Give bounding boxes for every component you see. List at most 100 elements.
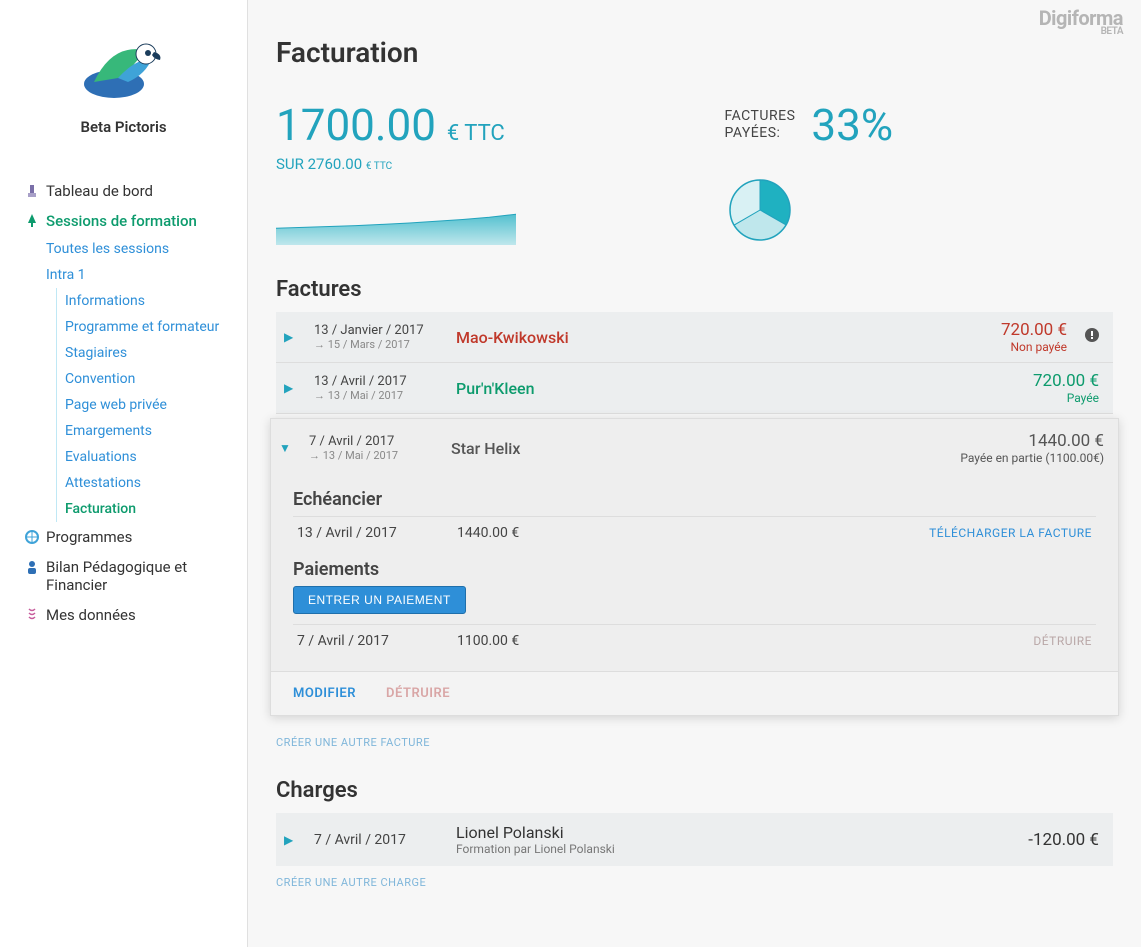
nav-sessions[interactable]: Sessions de formation [0, 206, 247, 236]
download-invoice-link[interactable]: TÉLÉCHARGER LA FACTURE [929, 526, 1092, 540]
invoice-status: Non payée [917, 340, 1067, 354]
charge-amount: -120.00 € [1028, 830, 1099, 850]
app-brand: Digiforma BETA [1039, 6, 1123, 37]
dashboard-icon [18, 183, 46, 199]
invoices-heading: Factures [276, 277, 1113, 302]
nav-private-page[interactable]: Page web privée [65, 392, 247, 418]
create-invoice-link[interactable]: CRÉER UNE AUTRE FACTURE [276, 736, 430, 749]
paiements-heading: Paiements [293, 559, 1096, 580]
nav-intra-sub: Informations Programme et formateur Stag… [56, 288, 247, 522]
charge-subtitle: Formation par Lionel Polanski [456, 842, 1016, 856]
paid-label: FACTURES PAYÉES: [725, 108, 796, 142]
expand-icon[interactable] [284, 330, 302, 344]
modify-invoice-link[interactable]: MODIFIER [293, 686, 356, 701]
logo-block: Beta Pictoris [0, 0, 247, 148]
invoice-date-end: 13 / Mai / 2017 [328, 389, 403, 402]
summary-amount-unit: € TTC [447, 121, 505, 146]
charges-heading: Charges [276, 778, 1113, 803]
nav-attestations[interactable]: Attestations [65, 470, 247, 496]
nav-dashboard[interactable]: Tableau de bord [0, 176, 247, 206]
summary-amount: 1700.00 € TTC [276, 99, 665, 151]
charge-row[interactable]: 7 / Avril / 2017 Lionel Polanski Formati… [276, 813, 1113, 866]
nav-bilan[interactable]: Bilan Pédagogique et Financier [0, 552, 247, 600]
invoice-date-end: 13 / Mai / 2017 [323, 449, 398, 462]
invoice-amount: 720.00 € [917, 320, 1067, 340]
invoice-expanded-footer: MODIFIER DÉTRUIRE [271, 671, 1118, 715]
destroy-invoice-link[interactable]: DÉTRUIRE [386, 686, 450, 701]
nav-programme[interactable]: Programme et formateur [65, 314, 247, 340]
parrot-logo [74, 24, 174, 104]
nav-sessions-label: Sessions de formation [46, 212, 197, 230]
schedule-date: 13 / Avril / 2017 [297, 525, 457, 541]
invoice-dates: 13 / Avril / 2017 → 13 / Mai / 2017 [314, 374, 444, 402]
nav-mydata[interactable]: Mes données [0, 600, 247, 630]
invoice-row[interactable]: 13 / Janvier / 2017 → 15 / Mars / 2017 M… [276, 312, 1113, 363]
nav-dashboard-label: Tableau de bord [46, 182, 153, 200]
mydata-icon [18, 607, 46, 623]
invoice-status: Payée [949, 391, 1099, 405]
schedule-row: 13 / Avril / 2017 1440.00 € TÉLÉCHARGER … [293, 516, 1096, 549]
bilan-icon [18, 560, 46, 576]
invoice-list: 13 / Janvier / 2017 → 15 / Mars / 2017 M… [276, 312, 1113, 716]
programs-icon [18, 529, 46, 545]
paid-label-l1: FACTURES [725, 108, 796, 125]
nav-evaluations[interactable]: Evaluations [65, 444, 247, 470]
company-name: Beta Pictoris [0, 118, 247, 136]
nav-convention[interactable]: Convention [65, 366, 247, 392]
page-title: Facturation [276, 36, 1113, 69]
invoice-dates: 13 / Janvier / 2017 → 15 / Mars / 2017 [314, 323, 444, 351]
nav-mydata-label: Mes données [46, 606, 136, 624]
invoice-client: Star Helix [451, 439, 942, 458]
paid-label-l2: PAYÉES: [725, 125, 796, 142]
invoice-status: Payée en partie (1100.00€) [954, 451, 1104, 465]
expand-icon[interactable] [284, 381, 302, 395]
destroy-payment-link[interactable]: DÉTRUIRE [1033, 634, 1092, 648]
nav-stagiaires[interactable]: Stagiaires [65, 340, 247, 366]
paid-percentage: 33% [811, 99, 893, 151]
summary-total-line: SUR 2760.00 € TTC [276, 155, 665, 173]
nav-sessions-sub: Toutes les sessions Intra 1 Informations… [46, 236, 247, 522]
summary-amount-value: 1700.00 [276, 99, 436, 151]
nav-programs-label: Programmes [46, 528, 132, 546]
payment-row: 7 / Avril / 2017 1100.00 € DÉTRUIRE [293, 624, 1096, 657]
nav-informations[interactable]: Informations [65, 288, 247, 314]
invoice-date-start: 7 / Avril / 2017 [309, 434, 439, 449]
invoice-client: Pur'n'Kleen [456, 379, 937, 398]
summary-block: 1700.00 € TTC SUR 2760.00 € TTC [276, 99, 1113, 249]
invoice-client: Mao-Kwikowski [456, 328, 905, 347]
nav-bilan-label: Bilan Pédagogique et Financier [46, 558, 206, 594]
enter-payment-button[interactable]: ENTRER UN PAIEMENT [293, 586, 466, 614]
invoice-row[interactable]: 13 / Avril / 2017 → 13 / Mai / 2017 Pur'… [276, 363, 1113, 414]
sidebar: Beta Pictoris Tableau de bord Sessions d… [0, 0, 248, 947]
main-content: Digiforma BETA Facturation 1700.00 € TTC… [248, 0, 1141, 947]
invoice-amount: 1440.00 € [954, 431, 1104, 451]
area-chart [276, 201, 665, 249]
nav-emargements[interactable]: Emargements [65, 418, 247, 444]
invoice-row[interactable]: 7 / Avril / 2017 → 13 / Mai / 2017 Star … [271, 419, 1118, 473]
main-nav: Tableau de bord Sessions de formation To… [0, 176, 247, 630]
summary-total-prefix: SUR [276, 155, 304, 173]
alert-icon [1085, 328, 1099, 346]
invoice-amount: 720.00 € [949, 371, 1099, 391]
summary-total-unit: € TTC [366, 161, 392, 172]
invoice-date-end: 15 / Mars / 2017 [328, 338, 410, 351]
echeancier-heading: Echéancier [293, 489, 1096, 510]
invoice-date-start: 13 / Janvier / 2017 [314, 323, 444, 338]
collapse-icon[interactable] [279, 441, 297, 455]
payment-amount: 1100.00 € [457, 633, 597, 649]
expand-icon[interactable] [284, 833, 302, 847]
nav-intra1[interactable]: Intra 1 [46, 262, 247, 288]
nav-facturation[interactable]: Facturation [65, 496, 247, 522]
sessions-icon [18, 213, 46, 229]
payment-date: 7 / Avril / 2017 [297, 633, 457, 649]
invoice-date-start: 13 / Avril / 2017 [314, 374, 444, 389]
charge-date: 7 / Avril / 2017 [314, 832, 444, 848]
pie-chart [725, 175, 1114, 249]
schedule-amount: 1440.00 € [457, 525, 597, 541]
nav-all-sessions[interactable]: Toutes les sessions [46, 236, 247, 262]
nav-programs[interactable]: Programmes [0, 522, 247, 552]
summary-total-value: 2760.00 [308, 155, 363, 173]
invoice-dates: 7 / Avril / 2017 → 13 / Mai / 2017 [309, 434, 439, 462]
create-charge-link[interactable]: CRÉER UNE AUTRE CHARGE [276, 876, 426, 889]
charge-name: Lionel Polanski [456, 823, 1016, 842]
